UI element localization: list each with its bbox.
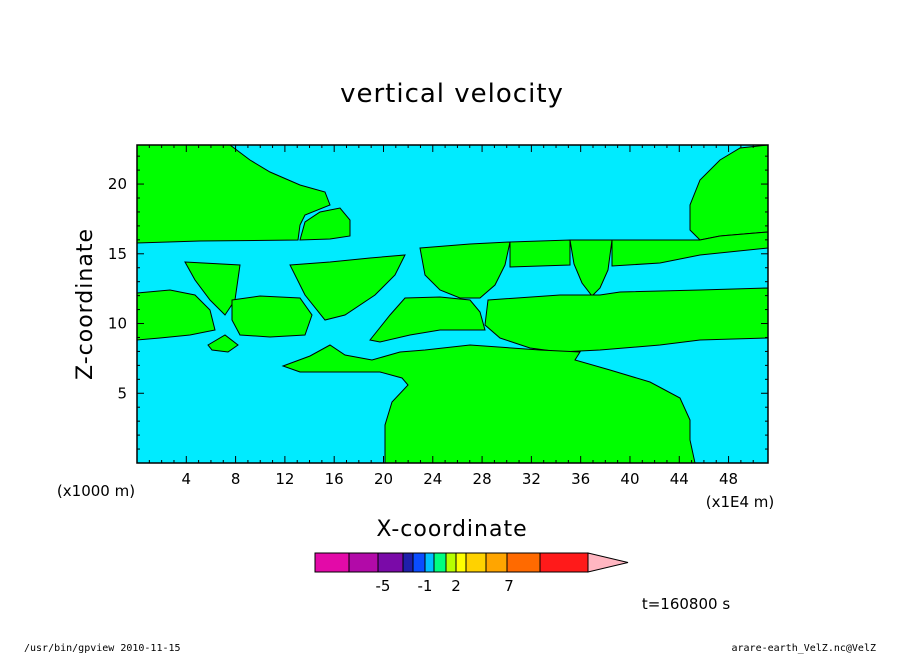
colorbar-labels: -5 -1 2 7 xyxy=(376,577,514,595)
x-tick-label: 12 xyxy=(275,470,294,488)
region-center xyxy=(369,296,486,343)
colorbar-segment xyxy=(445,552,457,573)
colorbar-segment xyxy=(465,552,487,573)
region-upper-mid xyxy=(299,207,351,241)
region-wedge-4 xyxy=(569,239,613,297)
region-left-band xyxy=(136,289,216,341)
chart-title: vertical velocity xyxy=(340,79,564,109)
region-bottom xyxy=(281,344,696,464)
colorbar-label: -5 xyxy=(376,577,391,595)
x-tick-label: 44 xyxy=(670,470,689,488)
colorbar-segment xyxy=(377,552,404,573)
footer-right: arare-earth_VelZ.nc@VelZ xyxy=(732,643,877,654)
y-tick-label: 20 xyxy=(108,175,127,193)
x-unit-left: (x1000 m) xyxy=(57,482,135,500)
x-tick-label: 4 xyxy=(182,470,192,488)
y-axis: 5 10 15 20 xyxy=(108,155,768,450)
y-tick-label: 15 xyxy=(108,245,127,263)
x-tick-label: 48 xyxy=(719,470,738,488)
y-tick-label: 10 xyxy=(108,315,127,333)
plot-frame xyxy=(136,144,769,464)
colorbar-label: 7 xyxy=(504,577,514,595)
region-wedge-3 xyxy=(419,241,511,299)
colorbar-extend-arrow xyxy=(587,552,629,573)
x-tick-label: 20 xyxy=(374,470,393,488)
region-blob xyxy=(207,334,239,353)
colorbar-segment xyxy=(424,552,435,573)
colorbar-segment xyxy=(314,552,350,573)
x-tick-label: 24 xyxy=(423,470,442,488)
region-wedge-1 xyxy=(184,261,241,316)
x-tick-label: 32 xyxy=(522,470,541,488)
colorbar-segment xyxy=(455,552,467,573)
x-tick-label: 16 xyxy=(325,470,344,488)
y-axis-label: Z-coordinate xyxy=(73,228,98,380)
x-axis-label: X-coordinate xyxy=(376,517,527,542)
y-tick-label: 5 xyxy=(117,384,127,402)
x-tick-label: 8 xyxy=(231,470,241,488)
region-wedge-2 xyxy=(289,254,406,321)
region-upper-left xyxy=(136,144,331,244)
time-label: t=160800 s xyxy=(642,595,730,613)
colorbar-segment xyxy=(402,552,414,573)
colorbar-segment xyxy=(506,552,541,573)
positive-regions xyxy=(136,144,769,464)
colorbar-segment xyxy=(485,552,508,573)
x-tick-label: 40 xyxy=(620,470,639,488)
colorbar-label: -1 xyxy=(418,577,433,595)
footer-left: /usr/bin/gpview 2010-11-15 xyxy=(24,643,181,654)
colorbar-label: 2 xyxy=(451,577,461,595)
colorbar-segment xyxy=(539,552,589,573)
region-mid-left xyxy=(231,295,313,338)
x-axis: 4 8 12 16 20 24 28 32 36 40 44 48 xyxy=(148,145,754,488)
colorbar xyxy=(314,552,629,573)
colorbar-segment xyxy=(348,552,379,573)
colorbar-segment xyxy=(433,552,447,573)
x-unit-right: (x1E4 m) xyxy=(706,493,775,511)
x-tick-label: 28 xyxy=(473,470,492,488)
colorbar-segment xyxy=(412,552,426,573)
region-strip xyxy=(509,239,571,268)
region-right-band xyxy=(484,287,769,353)
x-tick-label: 36 xyxy=(571,470,590,488)
